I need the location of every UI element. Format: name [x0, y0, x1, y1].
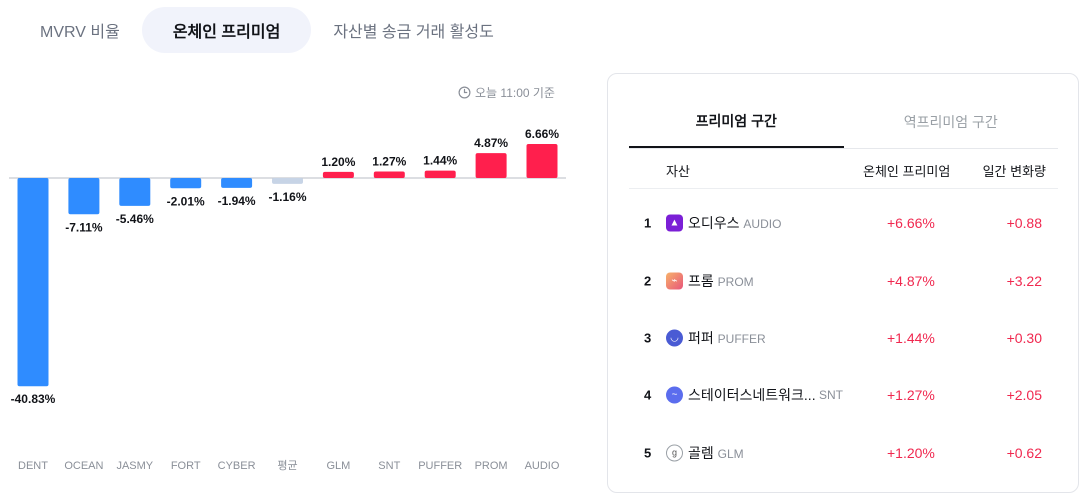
row-asset-name: 골렘 GLM [688, 444, 744, 461]
row-symbol: PROM [717, 274, 754, 289]
table-row[interactable]: 1 ▲ 오디우스 AUDIO +6.66% +0.88 [629, 194, 1058, 251]
metric-tabs: MVRV 비율 온체인 프리미엄 자산별 송금 거래 활성도 [20, 6, 514, 54]
table-header: 자산 온체인 프리미엄 일간 변화량 [629, 149, 1058, 189]
header-asset: 자산 [666, 164, 690, 179]
snt-icon: ~ [666, 386, 683, 403]
prom-icon: ⌁ [666, 272, 683, 289]
row-change: +2.05 [1006, 386, 1042, 403]
row-change: +0.62 [1006, 444, 1042, 461]
bar-JASMY[interactable] [119, 178, 151, 206]
table-row[interactable]: 2 ⌁ 프롬 PROM +4.87% +3.22 [629, 252, 1058, 309]
table-row[interactable]: 5 g 골렘 GLM +1.20% +0.62 [629, 424, 1058, 481]
row-change: +0.88 [1006, 214, 1042, 231]
row-symbol: SNT [819, 387, 843, 402]
data-label-평균: -1.16% [268, 190, 306, 204]
ranking-panel: 프리미엄 구간 역프리미엄 구간 자산 온체인 프리미엄 일간 변화량 1 ▲ … [607, 73, 1079, 493]
bar-PROM[interactable] [475, 153, 507, 178]
x-tick-label: AUDIO [525, 460, 560, 472]
x-tick-label: 평균 [277, 459, 297, 472]
tab-reverse-premium-range[interactable]: 역프리미엄 구간 [903, 114, 998, 130]
header-change: 일간 변화량 [982, 164, 1046, 179]
bar-OCEAN[interactable] [68, 178, 100, 215]
row-rank: 4 [644, 387, 652, 402]
data-label-AUDIO: 6.66% [525, 127, 559, 141]
panel-tabs: 프리미엄 구간 역프리미엄 구간 [629, 96, 1058, 148]
data-label-PUFFER: 1.44% [423, 154, 457, 168]
puffer-icon: ◡ [666, 329, 683, 346]
bar-CYBER[interactable] [221, 178, 253, 188]
bar-AUDIO[interactable] [526, 144, 558, 178]
row-premium: +1.44% [887, 329, 935, 346]
x-tick-label: CYBER [218, 460, 256, 472]
x-tick-label: PUFFER [418, 460, 462, 472]
x-tick-label: JASMY [116, 460, 153, 472]
tab-onchain-premium[interactable]: 온체인 프리미엄 [141, 7, 312, 53]
row-premium: +1.27% [887, 386, 935, 403]
update-timestamp: 오늘 11:00 기준 [458, 84, 555, 101]
data-label-JASMY: -5.46% [116, 212, 154, 226]
data-label-PROM: 4.87% [474, 136, 508, 150]
row-asset-name: 오디우스 AUDIO [688, 214, 782, 231]
row-change: +3.22 [1006, 272, 1042, 289]
row-symbol: AUDIO [743, 216, 782, 231]
row-rank: 2 [644, 273, 652, 288]
clock-icon [458, 86, 471, 99]
data-label-FORT: -2.01% [167, 194, 205, 208]
x-tick-label: GLM [326, 460, 350, 472]
row-asset-name: 프롬 PROM [688, 272, 754, 289]
x-tick-label: OCEAN [64, 460, 103, 472]
row-asset-name: 퍼퍼 PUFFER [688, 329, 766, 346]
x-tick-label: SNT [378, 460, 400, 472]
row-rank: 5 [644, 445, 652, 460]
bar-DENT[interactable] [17, 178, 49, 387]
data-label-DENT: -40.83% [11, 392, 56, 406]
data-label-CYBER: -1.94% [218, 194, 256, 208]
data-label-SNT: 1.27% [372, 155, 406, 169]
glm-icon: g [666, 444, 683, 461]
row-symbol: PUFFER [717, 331, 766, 346]
row-premium: +1.20% [887, 444, 935, 461]
row-symbol: GLM [717, 446, 744, 461]
header-premium: 온체인 프리미엄 [863, 164, 951, 179]
premium-bar-chart: -40.83% DENT -7.11% OCEAN -5.46% JASMY -2.01% F… [9, 127, 566, 472]
x-tick-label: DENT [18, 460, 48, 472]
tab-premium-range[interactable]: 프리미엄 구간 [629, 96, 844, 148]
row-rank: 3 [644, 330, 652, 345]
bar-GLM[interactable] [322, 171, 354, 178]
audio-icon: ▲ [666, 214, 683, 231]
row-premium: +4.87% [887, 272, 935, 289]
data-label-OCEAN: -7.11% [65, 220, 103, 234]
table-row[interactable]: 3 ◡ 퍼퍼 PUFFER +1.44% +0.30 [629, 309, 1058, 366]
bar-평균[interactable] [272, 178, 303, 184]
x-tick-label: PROM [475, 460, 508, 472]
data-label-GLM: 1.20% [321, 155, 355, 169]
row-change: +0.30 [1006, 329, 1042, 346]
table-row[interactable]: 4 ~ 스테이터스네트워크... SNT +1.27% +2.05 [629, 366, 1058, 423]
x-tick-label: FORT [171, 460, 201, 472]
bar-PUFFER[interactable] [424, 170, 456, 178]
tab-divider [629, 148, 1058, 149]
timestamp-text: 오늘 11:00 기준 [475, 86, 555, 100]
bar-SNT[interactable] [373, 171, 405, 178]
tab-transfer-activity[interactable]: 자산별 송금 거래 활성도 [333, 24, 494, 41]
row-rank: 1 [644, 215, 652, 230]
row-asset-name: 스테이터스네트워크... [688, 386, 816, 403]
bar-FORT[interactable] [170, 178, 202, 189]
row-premium: +6.66% [887, 214, 935, 231]
tab-mvrv[interactable]: MVRV 비율 [40, 24, 120, 41]
